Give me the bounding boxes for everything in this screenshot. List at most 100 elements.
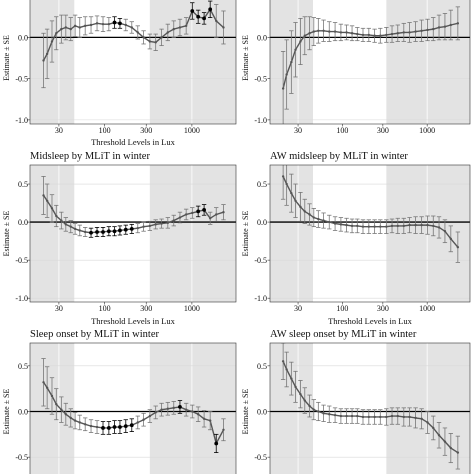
data-point [402,224,405,228]
data-point [166,31,170,34]
data-point [222,26,225,29]
data-point [42,194,45,197]
data-point [456,246,460,249]
data-point-significant [208,7,213,12]
y-tick-label: -1.0 [15,294,28,303]
data-point-significant [118,425,122,429]
data-point [281,87,285,90]
x-tick-label: 1000 [419,126,435,135]
data-point [290,191,293,195]
y-tick-label: 0.0 [18,33,28,42]
chart-panel-p3: 0.5 0.0 -0.5 -1.0 30 100 300 1000 Estimate ± SE T… [2,151,237,326]
panel-plot-area [270,0,470,124]
data-point [160,36,163,39]
data-point [322,29,325,32]
data-point [456,451,460,454]
data-point [443,440,447,443]
data-point [196,413,200,416]
data-point-significant [202,16,207,21]
shaded-region [149,165,236,302]
data-point [408,415,411,419]
data-point [178,216,182,219]
data-point [339,31,343,34]
shaded-region [386,0,470,124]
data-point [390,224,394,228]
panel-title: AW midsleep by MLiT in winter [270,151,408,162]
data-point [136,421,139,424]
x-tick-label: 30 [294,304,302,313]
data-point [432,426,435,430]
x-tick-label: 100 [99,304,111,313]
data-point [95,425,99,429]
data-point [160,222,163,225]
data-point-significant [95,230,99,234]
data-point [294,48,297,51]
data-point [299,392,302,396]
data-point [396,224,399,228]
data-point [78,229,81,232]
x-tick-label: 100 [336,126,348,135]
data-point [69,27,72,31]
data-point [385,33,388,37]
data-point [42,381,45,384]
data-point [208,419,212,422]
data-point [361,225,365,228]
data-point [456,22,460,25]
data-point [408,31,411,34]
data-point-significant [101,426,105,430]
data-point [60,27,63,31]
data-point [191,410,194,413]
data-point [78,421,81,424]
data-point [202,417,206,421]
data-point [361,33,365,37]
data-point [136,31,139,34]
data-point [64,223,68,226]
data-point [60,219,63,222]
x-tick-label: 1000 [184,304,200,313]
data-point [64,413,68,416]
data-point [414,223,417,227]
panel-border [269,164,471,303]
data-point [367,225,371,228]
x-tick-label: 100 [336,304,348,313]
data-point [322,219,325,222]
chart-panel-p5: 0.50.0-0.5301003001000Estimate ± SESleep… [2,329,237,474]
data-point-significant [123,424,128,429]
data-point [303,210,306,213]
data-point [356,414,359,418]
y-tick-label: -1.0 [254,294,267,303]
data-point [432,27,435,31]
data-point [191,211,194,215]
data-point [55,214,58,218]
data-point [178,26,182,29]
data-point [290,60,293,64]
data-point-significant [112,229,117,234]
data-point [350,414,354,418]
chart-panel-p1: 0.0 -0.5 -1.0 30 100 300 1000 Estimate ± SE Thre… [2,0,237,147]
data-point [69,225,72,228]
data-point [350,32,354,35]
y-axis-label: Estimate ± SE [241,211,250,257]
data-point [414,30,417,33]
data-point [281,175,285,178]
panel-border [269,0,471,125]
data-point-significant [178,405,182,409]
x-axis-label: Threshold Levels in Lux [328,316,413,326]
data-point [414,416,417,420]
data-point [390,32,394,36]
data-point [396,414,399,418]
y-tick-label: -0.5 [254,256,267,265]
data-point [379,34,382,37]
data-point [345,223,348,227]
data-point [432,224,435,228]
data-point-significant [112,425,117,429]
data-point [290,377,293,380]
chart-panel-p2: 0.0 -0.5 -1.0 30 100 300 1000 Estimate ± SE [241,0,471,135]
data-point-significant [112,20,117,25]
y-tick-label: -0.5 [254,453,267,462]
data-point [443,230,447,233]
data-point [73,227,77,231]
data-point [339,414,343,418]
y-axis-label: Estimate ± SE [2,389,11,435]
x-axis-label: Threshold Levels in Lux [91,316,176,326]
